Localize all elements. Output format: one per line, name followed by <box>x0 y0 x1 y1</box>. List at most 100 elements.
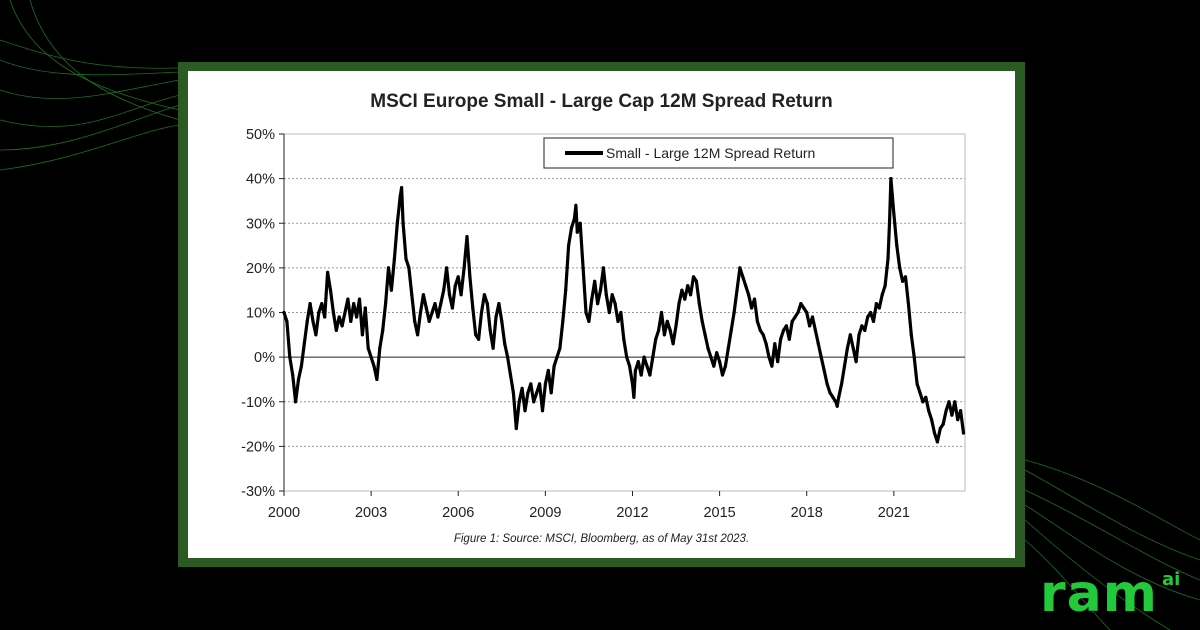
data-point <box>282 310 286 315</box>
data-point <box>601 266 605 270</box>
y-tick-label: 50% <box>246 127 275 143</box>
data-point <box>689 293 693 297</box>
data-point <box>825 382 829 386</box>
data-point <box>386 266 391 270</box>
data-point <box>532 400 536 404</box>
data-point <box>668 328 672 332</box>
data-point <box>813 328 818 332</box>
data-point <box>471 306 475 310</box>
series-line <box>282 177 966 444</box>
data-point <box>491 346 495 350</box>
data-point <box>953 400 957 404</box>
data-point <box>639 373 643 377</box>
data-point <box>433 302 437 306</box>
data-point <box>735 288 739 292</box>
data-point <box>869 310 873 315</box>
data-point <box>622 337 626 341</box>
data-point <box>837 395 841 399</box>
legend-label: Small - Large 12M Spread Return <box>606 145 815 161</box>
data-point <box>360 333 364 337</box>
data-point <box>755 319 760 323</box>
data-point <box>924 395 928 399</box>
data-point <box>842 364 847 368</box>
data-point <box>404 257 408 261</box>
data-point <box>540 409 545 413</box>
data-point <box>442 288 446 292</box>
data-point <box>810 315 815 319</box>
data-point <box>776 360 780 364</box>
data-point <box>674 324 678 328</box>
data-point <box>363 306 367 310</box>
series-lines <box>282 177 966 444</box>
data-point <box>793 315 797 319</box>
data-point <box>956 418 960 422</box>
data-point <box>834 400 838 404</box>
data-point <box>909 333 913 337</box>
data-point <box>770 364 774 368</box>
y-tick-label: -20% <box>241 439 275 455</box>
data-point <box>500 319 504 323</box>
data-point <box>523 409 527 413</box>
x-tick-label: 2012 <box>616 505 648 521</box>
data-point <box>462 266 466 270</box>
data-point <box>517 400 521 404</box>
data-point <box>296 377 301 381</box>
data-point <box>642 355 646 359</box>
data-point <box>328 288 333 292</box>
data-point <box>567 244 571 248</box>
data-point <box>718 360 722 364</box>
data-point <box>938 426 942 431</box>
line-chart: 50%40%30%20%10%0%-10%-20%-30% 2000 2003 20… <box>241 127 966 521</box>
data-point <box>941 422 945 426</box>
data-point <box>796 310 800 315</box>
data-point <box>459 293 463 297</box>
figure-caption: Figure 1: Source: MSCI, Bloomberg, as of… <box>453 533 750 545</box>
y-tick-label: 20% <box>246 261 275 277</box>
chart-panel: MSCI Europe Small - Large Cap 12M Spread… <box>188 71 1015 558</box>
data-point <box>648 373 652 377</box>
data-point <box>538 382 542 386</box>
data-point <box>741 275 745 279</box>
data-point <box>561 319 565 323</box>
data-point <box>874 302 879 306</box>
data-point <box>494 315 498 319</box>
data-point <box>398 194 402 199</box>
x-tick-labels: 2000 2003 2006 2009 2012 2015 2018 2021 <box>268 505 910 521</box>
y-tick-labels: 50% 40% 30% 20% 10% 0% -10% -20% -30% <box>241 127 275 500</box>
data-point <box>752 297 757 301</box>
data-point <box>314 333 318 337</box>
data-point <box>302 342 306 346</box>
data-point <box>503 342 507 346</box>
x-tick-label: 2009 <box>529 505 561 521</box>
data-point <box>366 346 370 350</box>
data-point <box>784 324 789 328</box>
data-point <box>596 302 600 306</box>
data-point <box>898 266 902 270</box>
data-point <box>526 391 530 395</box>
data-point <box>866 315 870 319</box>
data-point <box>657 328 661 332</box>
data-point <box>781 328 786 332</box>
data-point <box>645 364 649 368</box>
data-point <box>877 306 881 310</box>
data-point <box>564 288 568 292</box>
data-point <box>369 355 373 359</box>
data-point <box>738 266 742 270</box>
data-point <box>323 315 327 319</box>
data-point <box>863 328 867 332</box>
data-point <box>903 275 908 279</box>
data-point <box>857 333 861 337</box>
data-point <box>424 306 428 310</box>
data-point <box>343 310 347 315</box>
data-point <box>835 404 839 408</box>
data-point <box>950 413 954 417</box>
data-point <box>445 266 449 270</box>
data-point <box>921 400 925 404</box>
data-point <box>871 319 876 323</box>
data-point <box>619 310 623 315</box>
data-point <box>930 418 934 422</box>
y-tick-label: -10% <box>241 395 275 411</box>
data-point <box>357 297 362 301</box>
data-point <box>427 319 431 323</box>
